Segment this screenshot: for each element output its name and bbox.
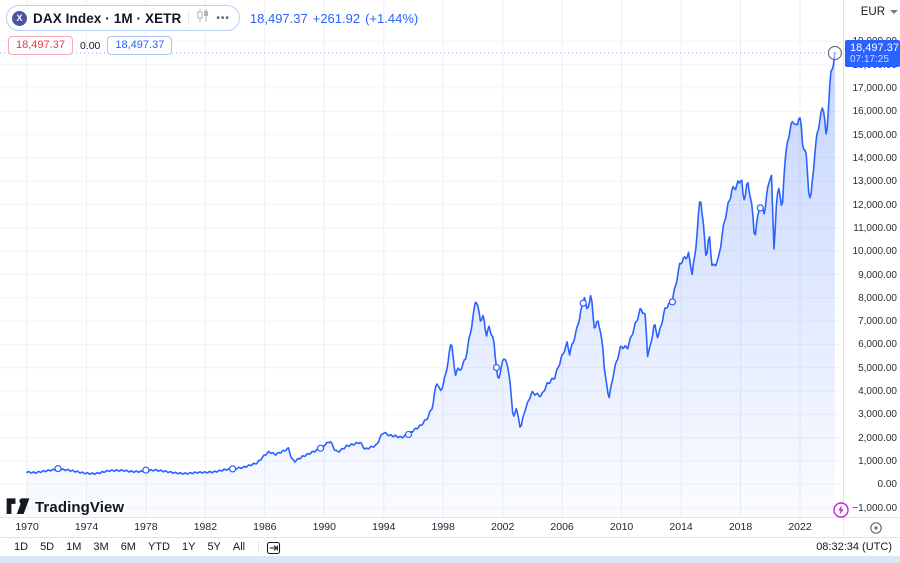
range-button-ytd[interactable]: YTD [147, 541, 170, 553]
bottom-toolbar: 1D 5D 1M 3M 6M YTD 1Y 5Y All 08:32:34 (UTC) [0, 537, 900, 556]
chevron-down-icon [890, 10, 898, 14]
price-axis[interactable]: EUR 19,000.0018,000.0017,000.0016,000.00… [843, 0, 900, 517]
price-axis-label: 7,000.00 [858, 316, 897, 328]
time-axis-label: 1998 [431, 521, 455, 533]
range-button-all[interactable]: All [232, 541, 246, 553]
time-axis-label: 2018 [728, 521, 753, 533]
series-area-fill [27, 52, 835, 517]
series-marker [404, 430, 413, 439]
more-options-icon[interactable]: ••• [216, 12, 230, 24]
time-axis-label: 2006 [550, 521, 574, 533]
sell-price-badge[interactable]: 18,497.37 [8, 36, 73, 55]
time-axis-label: 1982 [193, 521, 218, 533]
price-axis-label: 4,000.00 [858, 386, 897, 397]
current-price-value: 18,497.37 [850, 42, 899, 54]
time-axis-label: 2014 [669, 521, 693, 533]
price-chart-svg[interactable] [0, 0, 843, 517]
price-axis-label: 2,000.00 [858, 432, 897, 444]
price-axis-label: 12,000.00 [852, 199, 898, 211]
price-axis-label: 5,000.00 [858, 362, 897, 374]
price-axis-label: 17,000.00 [852, 82, 898, 94]
current-price-badge: 18,497.37 07:17:25 [845, 40, 900, 67]
scroll-to-recent-icon[interactable] [869, 521, 883, 535]
price-change-line: 18,497.37 +261.92 (+1.44%) [250, 11, 418, 26]
time-axis-label: 1978 [134, 521, 158, 533]
series-marker [756, 204, 764, 212]
price-axis-label: 11,000.00 [853, 222, 897, 234]
buy-price-badge[interactable]: 18,497.37 [107, 36, 173, 55]
last-price-value: 18,497.37 [249, 10, 308, 26]
series-marker [668, 298, 677, 306]
time-axis-label: 1986 [253, 521, 277, 533]
price-axis-label: 6,000.00 [858, 339, 897, 351]
go-to-date-icon[interactable] [266, 540, 281, 555]
exchange-logo-icon: X [12, 10, 27, 26]
tradingview-logomark-icon [5, 495, 30, 519]
range-button-1m[interactable]: 1M [66, 541, 82, 553]
tradingview-logo[interactable]: TradingView [5, 495, 124, 519]
price-axis-label: 9,000.00 [858, 269, 897, 281]
chart-legend: X DAX Index · 1M · XETR ••• 18,497.37 +2… [6, 5, 418, 55]
time-axis-label: 1990 [312, 521, 336, 533]
range-button-1d[interactable]: 1D [14, 541, 29, 553]
currency-label: EUR [860, 6, 885, 18]
session-clock[interactable]: 08:32:34 (UTC) [816, 541, 892, 553]
price-axis-label: 3,000.00 [858, 409, 897, 421]
time-axis-label: 1970 [15, 521, 39, 533]
bar-countdown-timer: 07:17:25 [850, 54, 889, 65]
time-axis-label: 1974 [74, 521, 99, 533]
price-axis-label: 14,000.00 [852, 152, 898, 164]
price-axis-label: 10,000.00 [852, 246, 898, 258]
axis-corner-divider [843, 518, 844, 538]
currency-selector[interactable]: EUR [844, 2, 898, 22]
time-axis-label: 2022 [788, 521, 812, 533]
series-marker [229, 465, 237, 473]
chart-pane[interactable] [0, 0, 843, 517]
price-axis-label: 8,000.00 [858, 292, 897, 304]
range-button-6m[interactable]: 6M [120, 541, 136, 553]
window-bottom-strip [0, 556, 900, 563]
price-axis-label: 13,000.00 [852, 176, 898, 188]
series-marker [317, 444, 325, 452]
time-axis-label: 2002 [491, 521, 515, 533]
candlestick-style-icon[interactable] [196, 9, 210, 27]
price-axis-label: −1,000.00 [852, 502, 897, 514]
symbol-title: DAX Index · 1M · XETR [33, 10, 182, 26]
toolbar-divider [258, 541, 260, 553]
time-axis[interactable]: 1970 1974 1978 1982 1986 1990 1994 1998 2002 2006… [0, 517, 900, 538]
series-marker [54, 465, 62, 473]
last-point-marker [827, 46, 842, 60]
time-axis-label: 2010 [609, 521, 634, 533]
price-change-value: +261.92 [312, 10, 361, 26]
series-line [26, 52, 836, 475]
price-axis-label: 0.00 [877, 479, 897, 491]
symbol-button[interactable]: X DAX Index · 1M · XETR ••• [6, 5, 240, 31]
time-axis-label: 1994 [372, 521, 396, 533]
range-button-5y[interactable]: 5Y [207, 541, 221, 553]
range-button-3m[interactable]: 3M [93, 541, 109, 553]
range-button-1y[interactable]: 1Y [181, 541, 196, 553]
spread-value: 0.00 [79, 39, 101, 52]
price-change-percent: (+1.44%) [365, 10, 419, 26]
range-button-5d[interactable]: 5D [40, 541, 55, 553]
series-marker [579, 299, 587, 307]
series-marker [492, 364, 501, 372]
tradingview-logo-text: TradingView [35, 498, 125, 516]
pill-divider [188, 11, 190, 25]
price-axis-label: 1,000.00 [858, 456, 897, 467]
series-marker [142, 466, 150, 474]
lightning-trade-icon[interactable] [833, 502, 849, 518]
price-axis-label: 15,000.00 [852, 129, 898, 141]
price-axis-label: 16,000.00 [852, 106, 898, 118]
